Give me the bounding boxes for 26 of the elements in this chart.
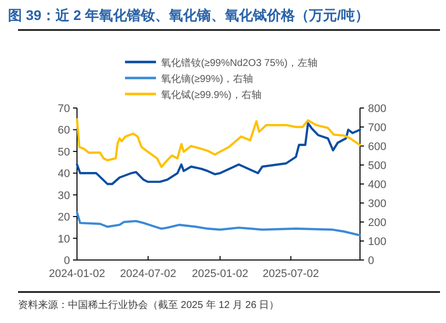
y2-tick-label: 500 [368,160,386,172]
y2-tick-label: 800 [368,103,386,115]
y2-tick-label: 400 [368,179,386,191]
x-tick-label: 2025-01-02 [192,268,248,280]
legend-label: 氧化铽(≥99.9%)，右轴 [161,89,262,101]
x-tick-label: 2024-01-02 [48,268,106,280]
y-tick-label: 40 [58,168,70,180]
y2-tick-label: 600 [368,141,386,153]
y2-tick-label: 200 [368,217,386,229]
y-tick-label: 20 [58,212,70,224]
y2-tick-label: 100 [368,236,386,248]
y-tick-label: 50 [58,146,70,158]
y2-tick-label: 0 [368,255,374,267]
y-tick-label: 70 [58,103,70,115]
legend-label: 氧化镝(≥99%)，右轴 [161,73,254,85]
y2-tick-label: 300 [368,198,386,210]
y-tick-label: 10 [58,233,70,246]
y-tick-label: 0 [64,255,70,267]
x-tick-label: 2025-07-02 [262,268,319,280]
y-tick-label: 60 [58,124,70,137]
chart-title: 图 39：近 2 年氧化镨钕、氧化镝、氧化铽价格（万元/吨） [8,7,369,23]
legend-label: 氧化镨钕(≥99%Nd2O3 75%)，左轴 [161,57,318,69]
x-tick-label: 2024-07-02 [120,268,176,280]
y-tick-label: 30 [58,190,70,202]
text: 资料来源：中国稀土行业协会（截至 2025 年 12 月 26 日） [18,299,280,311]
y2-tick-label: 700 [368,122,386,134]
